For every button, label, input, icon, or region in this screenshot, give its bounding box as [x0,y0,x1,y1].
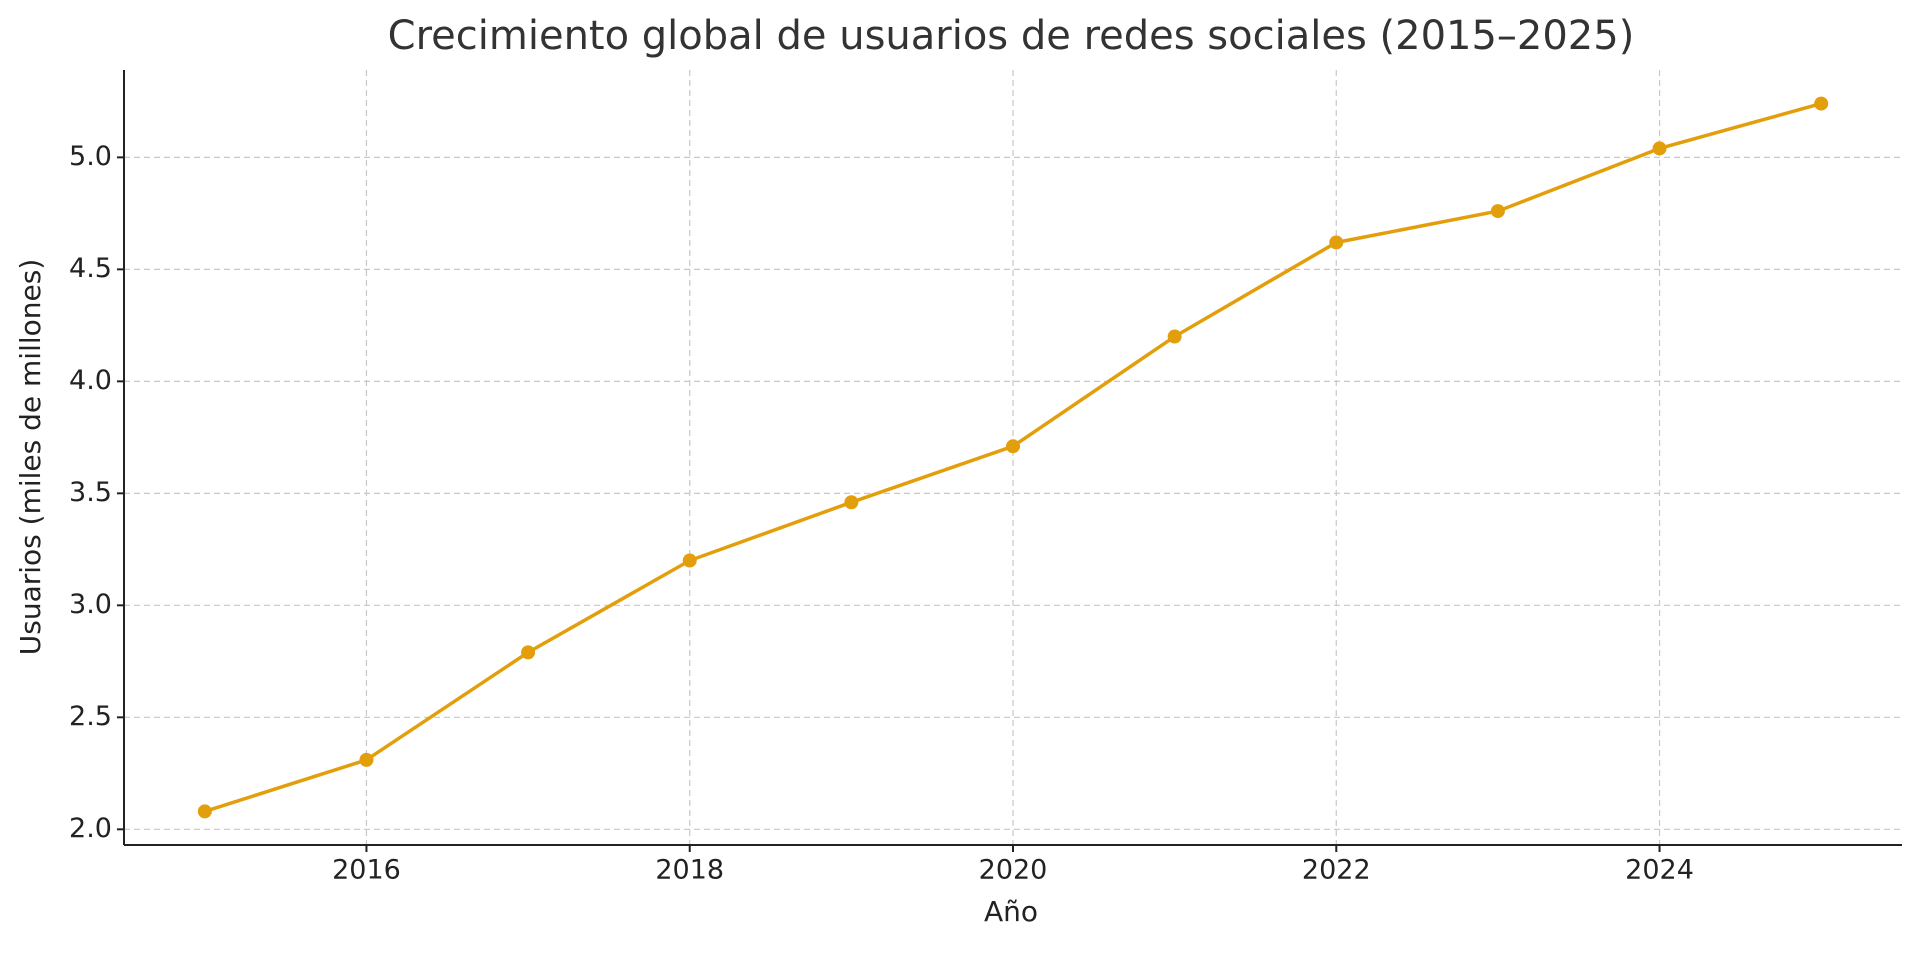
data-point [1006,439,1020,454]
x-tick-label: 2024 [1625,855,1694,886]
x-tick-label: 2018 [655,855,724,886]
y-tick-label: 4.0 [69,365,112,396]
y-tick-label: 4.5 [69,253,112,284]
y-tick-label: 5.0 [69,141,112,172]
y-tick-label: 2.0 [69,813,112,844]
data-point [1814,96,1829,111]
data-point [682,553,697,568]
data-point [1652,141,1667,156]
data-point [1329,235,1344,250]
x-tick-label: 2022 [1302,855,1371,886]
x-tick-label: 2020 [979,855,1048,886]
x-axis-label: Año [984,895,1038,928]
data-point [844,495,859,510]
y-tick-label: 2.5 [69,701,112,732]
chart-title: Crecimiento global de usuarios de redes … [388,13,1635,59]
data-point [1167,329,1182,344]
y-axis-label: Usuarios (miles de millones) [14,259,47,656]
y-tick-label: 3.5 [69,477,112,508]
data-point [197,804,212,819]
y-tick-label: 3.0 [69,589,112,620]
data-point [359,752,374,767]
x-tick-label: 2016 [332,855,401,886]
data-point [1490,204,1505,219]
data-point [521,645,536,660]
